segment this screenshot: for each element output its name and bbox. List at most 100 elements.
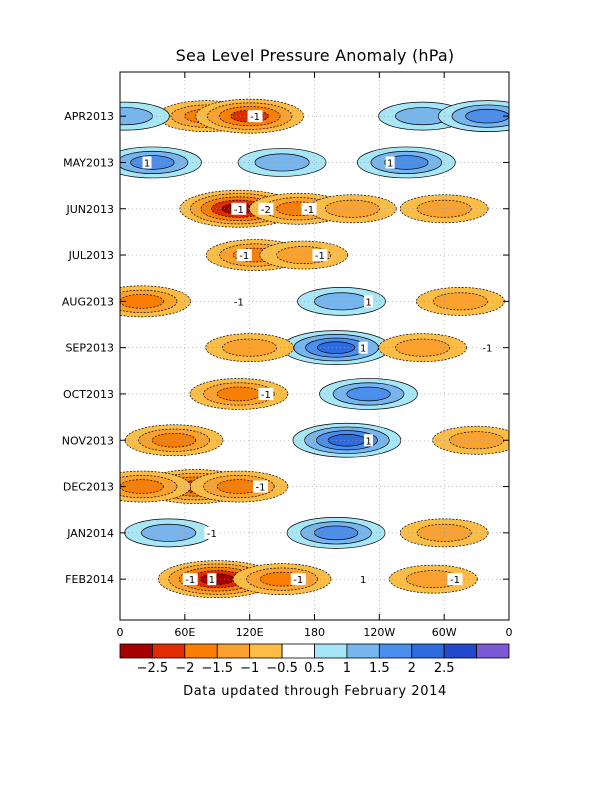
y-tick-label: MAY2013 (63, 156, 114, 169)
anomaly-level (151, 433, 197, 448)
contour-label-bg (358, 341, 368, 354)
contour-label-bg (252, 480, 268, 493)
contour-label: -1 (234, 297, 244, 308)
contour-label-bg (447, 573, 463, 586)
contour-label: 1 (365, 436, 371, 447)
colorbar-swatch (346, 643, 380, 659)
x-tick-label: 60E (174, 626, 195, 639)
anomaly-cell (297, 287, 386, 316)
y-tick-label: JUN2013 (65, 203, 114, 216)
contour-label-bg (247, 110, 263, 123)
contour-label-bg (358, 573, 368, 586)
y-tick-label: AUG2013 (62, 295, 114, 308)
colorbar-label: −1 (240, 661, 259, 676)
y-tick-label: JUL2013 (68, 249, 114, 262)
colorbar-label: −0.5 (266, 661, 298, 676)
contour-label: 1 (360, 575, 366, 586)
colorbar-label: −2.5 (137, 661, 169, 676)
contour-label: 1 (365, 297, 371, 308)
contour-label: -1 (250, 112, 260, 123)
x-tick-label: 120W (363, 626, 395, 639)
colorbar-label: 1 (343, 661, 351, 676)
contour-label: -1 (304, 205, 314, 216)
x-tick-label: 180 (304, 626, 325, 639)
colorbar-swatch (411, 643, 445, 659)
x-tick-label: 0 (117, 626, 124, 639)
contour-label: 1 (209, 575, 215, 586)
contour-label-bg (231, 295, 247, 308)
contour-label-bg (207, 573, 217, 586)
x-tick-label: 120E (236, 626, 264, 639)
colorbar-label: 0.5 (304, 661, 325, 676)
colorbar-swatch (443, 643, 477, 659)
anomaly-level (120, 479, 164, 494)
x-axis: 0 60E 120E 180 120W 60W 0 (117, 72, 513, 639)
y-tick-label: NOV2013 (62, 434, 114, 447)
contour-label-bg (364, 434, 374, 447)
x-tick-label: 0 (506, 626, 513, 639)
contour-label-bg (182, 573, 198, 586)
anomaly-cell (237, 148, 327, 177)
contour-label-bg (312, 249, 328, 262)
anomaly-cell (189, 378, 289, 410)
colorbar-label: −1.5 (201, 661, 233, 676)
colorbar-swatch (314, 643, 348, 659)
colorbar-swatch (216, 643, 251, 659)
y-tick-label: OCT2013 (63, 388, 114, 401)
anomaly-cell (292, 422, 402, 458)
y-tick-label: APR2013 (64, 110, 114, 123)
contour-label-bg (231, 202, 247, 215)
anomaly-level (120, 294, 164, 309)
contour-label-bg (236, 249, 252, 262)
anomaly-cell (438, 100, 509, 132)
colorbar-swatch (184, 643, 218, 659)
contour-label: 1 (387, 158, 393, 169)
y-tick-label: SEP2013 (65, 342, 114, 355)
colorbar-swatch (119, 643, 153, 659)
anomaly-field (120, 98, 509, 599)
y-tick-label: DEC2013 (63, 481, 114, 494)
colorbar: −2.5 −2 −1.5 −1 −0.5 0.5 1 1.5 2 2.5 (119, 643, 510, 676)
colorbar-label: −2 (175, 661, 194, 676)
contour-label-bg (142, 156, 152, 169)
contour-label-bg (258, 202, 274, 215)
contour-label: -1 (185, 575, 195, 586)
anomaly-level (395, 338, 451, 357)
contour-label: -1 (293, 575, 303, 586)
y-tick-label: JAN2014 (66, 527, 114, 540)
contour-label-bg (204, 526, 220, 539)
colorbar-label: 2.5 (434, 661, 455, 676)
y-tick-label: FEB2014 (65, 573, 114, 586)
contour-label-bg (364, 295, 374, 308)
anomaly-level (200, 573, 235, 585)
anomaly-cell (120, 470, 191, 503)
contour-label: -1 (239, 251, 249, 262)
contour-label: -1 (482, 344, 492, 355)
contour-label-bg (385, 156, 395, 169)
x-tick-label: 60W (432, 626, 457, 639)
contour-label: -1 (207, 529, 217, 540)
y-axis: APR2013 MAY2013 JUN2013 JUL2013 AUG2013 SEP20… (62, 110, 509, 586)
contour-label-bg (301, 202, 317, 215)
contour-label: -1 (255, 483, 265, 494)
contour-label: -1 (450, 575, 460, 586)
contour-label-bg (479, 341, 495, 354)
anomaly-level (465, 108, 509, 124)
contour-label: -1 (234, 205, 244, 216)
contour-labels: -11-1 -2 -1-1-1-111 -1-11-1-11 1-1 -1 -1-11 (142, 110, 495, 620)
contour-label-bg (258, 387, 274, 400)
contour-label-bg (290, 573, 306, 586)
contour-label: -1 (261, 390, 271, 401)
chart-title: Sea Level Pressure Anomaly (hPa) (175, 46, 455, 65)
colorbar-label: 1.5 (369, 661, 390, 676)
anomaly-cell (120, 146, 202, 179)
colorbar-swatch (281, 643, 315, 659)
contour-label: -2 (261, 205, 271, 216)
contour-label: 1 (360, 344, 366, 355)
colorbar-swatch (249, 643, 283, 659)
colorbar-swatch (152, 643, 186, 659)
contour-label: 1 (144, 158, 150, 169)
update-note: Data updated through February 2014 (183, 684, 447, 699)
contour-label: -1 (315, 251, 325, 262)
